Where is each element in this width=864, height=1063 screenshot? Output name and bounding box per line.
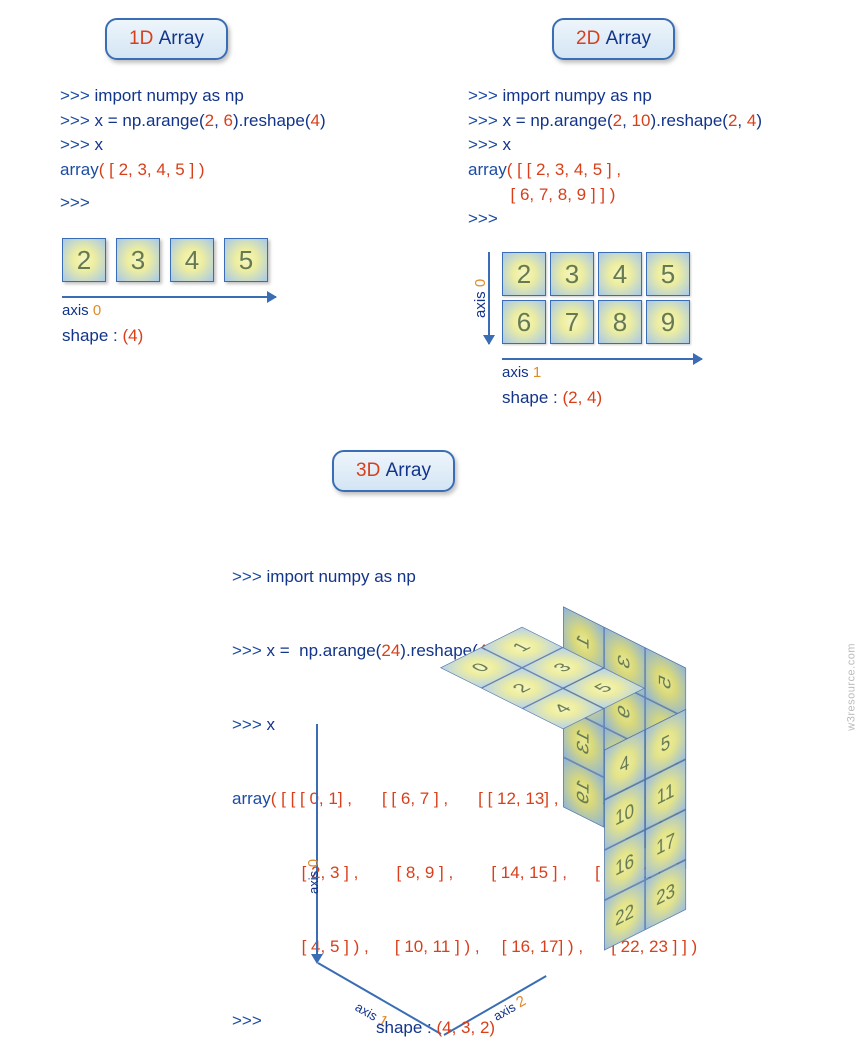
code-num: 4: [747, 111, 756, 130]
cell-1d: 5: [224, 238, 268, 282]
prompt: >>>: [60, 193, 90, 212]
axis0-line-3d: [316, 724, 318, 956]
prompt: >>>: [232, 567, 262, 586]
axis-label-num: 0: [305, 859, 322, 867]
code-text: import numpy as np: [262, 567, 416, 586]
code-num: ( [ [ 2, 3, 4, 5 ] ,: [507, 160, 621, 179]
badge-2d-word: Array: [606, 28, 651, 49]
axis1-arrow-2d: [502, 358, 702, 360]
axis-label-num: 1: [533, 364, 541, 381]
prompt: >>>: [232, 715, 262, 734]
badge-1d: 1D Array: [105, 18, 228, 60]
shape-label: shape :: [502, 388, 563, 407]
code-num: 2: [205, 111, 214, 130]
axis1-label-2d: axis 1: [502, 362, 541, 382]
prompt: >>>: [60, 86, 90, 105]
shape-1d: shape : (4): [62, 326, 143, 346]
prompt: >>>: [468, 135, 498, 154]
cell-2d: 9: [646, 300, 690, 344]
code-text: ,: [737, 111, 746, 130]
prompt: >>>: [60, 135, 90, 154]
code-kw: array: [232, 789, 271, 808]
cell-2d: 3: [550, 252, 594, 296]
cell-2d: 2: [502, 252, 546, 296]
axis0-label-3d: axis 0: [305, 859, 322, 894]
badge-3d: 3D Array: [332, 450, 455, 492]
prompt: >>>: [232, 1011, 262, 1030]
shape-value: (4): [123, 326, 144, 345]
prompt: >>>: [468, 86, 498, 105]
prompt: >>>: [468, 209, 498, 228]
code-text: x = np.arange(: [262, 641, 382, 660]
axis-label-text: axis: [502, 364, 533, 381]
grid-2d: 2 3 4 5 6 7 8 9: [502, 252, 690, 344]
cell-1d: 4: [170, 238, 214, 282]
badge-3d-word: Array: [386, 460, 431, 481]
code-kw: array: [60, 160, 99, 179]
code-text: import numpy as np: [498, 86, 652, 105]
code-text: ,: [622, 111, 631, 130]
code-num: ( [ 2, 3, 4, 5 ] ): [99, 160, 205, 179]
shape-value: (2, 4): [563, 388, 603, 407]
code-text: x: [498, 135, 511, 154]
code-num: 6: [224, 111, 233, 130]
code-num: 4: [311, 111, 320, 130]
watermark: w3resource.com: [846, 643, 858, 731]
code-text: ): [320, 111, 326, 130]
prompt: >>>: [232, 641, 262, 660]
code-text: x: [90, 135, 103, 154]
cell-2d: 6: [502, 300, 546, 344]
code-num: 10: [632, 111, 651, 130]
code-2d: >>> import numpy as np >>> x = np.arange…: [468, 84, 762, 232]
badge-1d-word: Array: [159, 28, 204, 49]
shape-label: shape :: [376, 1018, 437, 1037]
badge-2d-dim: 2D: [576, 28, 600, 49]
shape-value: (4, 3, 2): [437, 1018, 496, 1037]
cell-2d: 5: [646, 252, 690, 296]
axis-label-text: axis: [472, 287, 489, 318]
code-text: ,: [214, 111, 223, 130]
badge-3d-dim: 3D: [356, 460, 380, 481]
axis2-label-3d: axis 2: [490, 992, 529, 1024]
axis-label-num: 0: [93, 302, 101, 319]
code-text: ).reshape(: [650, 111, 727, 130]
cube-3d-wrap: axis 0 axis 1 axis 2 0112334455579101111…: [310, 688, 610, 1028]
axis-label-num: 0: [472, 279, 489, 287]
axis-label-text: axis: [306, 867, 321, 894]
code-num: 2: [613, 111, 622, 130]
badge-1d-dim: 1D: [129, 28, 153, 49]
cell-1d: 2: [62, 238, 106, 282]
cell-2d: 8: [598, 300, 642, 344]
code-num: [ 6, 7, 8, 9 ] ] ): [468, 185, 615, 204]
code-num: 24: [381, 641, 400, 660]
code-num: 2: [728, 111, 737, 130]
code-text: x = np.arange(: [90, 111, 205, 130]
axis0-arrow-1d: [62, 296, 276, 298]
code-1d: >>> import numpy as np >>> x = np.arange…: [60, 84, 326, 215]
cell-2d: 7: [550, 300, 594, 344]
badge-2d: 2D Array: [552, 18, 675, 60]
code-kw: array: [468, 160, 507, 179]
code-text: ): [756, 111, 762, 130]
cell-1d: 3: [116, 238, 160, 282]
code-text: ).reshape(: [233, 111, 310, 130]
axis-label-text: axis: [62, 302, 93, 319]
prompt: >>>: [60, 111, 90, 130]
code-text: x = np.arange(: [498, 111, 613, 130]
shape-3d: shape : (4, 3, 2): [376, 1018, 495, 1038]
axis0-label-1d: axis 0: [62, 300, 101, 320]
shape-label: shape :: [62, 326, 123, 345]
cells-1d: 2 3 4 5: [62, 238, 268, 282]
code-text: x: [262, 715, 275, 734]
prompt: >>>: [468, 111, 498, 130]
axis0-label-2d: axis 0: [470, 279, 490, 318]
code-text: import numpy as np: [90, 86, 244, 105]
shape-2d: shape : (2, 4): [502, 388, 602, 408]
cell-2d: 4: [598, 252, 642, 296]
